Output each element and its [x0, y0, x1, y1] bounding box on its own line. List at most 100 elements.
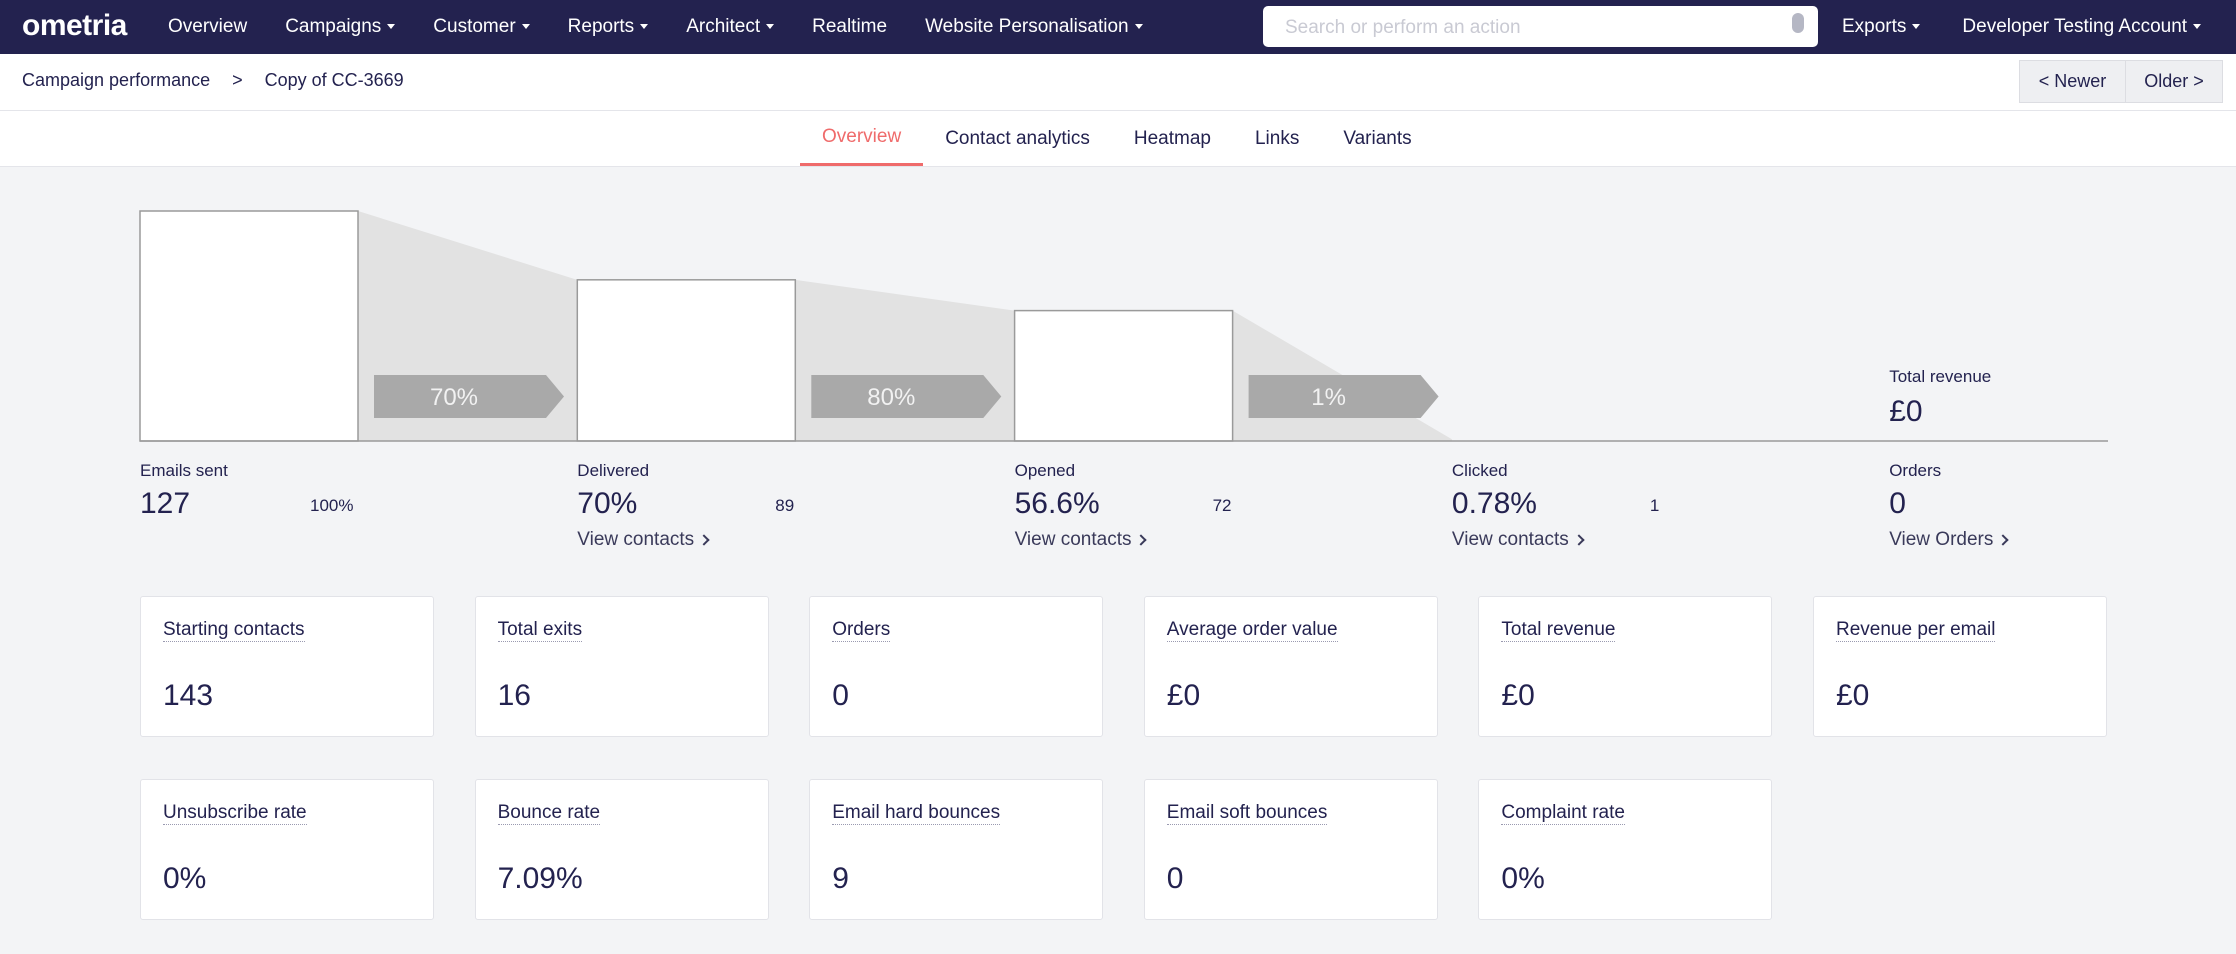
nav-item[interactable]: Website Personalisation — [925, 16, 1143, 38]
metric-label[interactable]: Bounce rate — [497, 802, 601, 825]
tab[interactable]: Overview — [800, 111, 924, 166]
funnel: 70% 80% 1% — [139, 210, 2108, 442]
breadcrumb-bar: Campaign performance > Copy of CC-3669 <… — [0, 54, 2236, 111]
metric-card: Average order value £0 — [1143, 596, 1438, 737]
stage-label: Emails sent — [140, 461, 228, 480]
link-text: View contacts — [1451, 529, 1569, 550]
nav-label: Customer — [433, 16, 516, 37]
search-box[interactable]: Search or perform an action — [1263, 6, 1818, 47]
stage-label: Clicked — [1451, 461, 1508, 480]
metric-value: 9 — [832, 862, 849, 895]
caret-icon — [1912, 24, 1921, 30]
metric-value: 0 — [832, 679, 849, 712]
metric-card: Unsubscribe rate 0% — [140, 779, 434, 920]
view-contacts-link[interactable]: View contacts — [577, 529, 710, 551]
nav-label: Reports — [567, 16, 635, 37]
metric-label[interactable]: Unsubscribe rate — [163, 802, 307, 825]
older-button[interactable]: Older > — [2125, 60, 2223, 103]
logo[interactable]: ometria — [22, 9, 127, 42]
metric-value: 0 — [1166, 862, 1184, 895]
breadcrumb: Campaign performance > Copy of CC-3669 — [22, 70, 404, 91]
nav-item[interactable]: Exports — [1842, 16, 1921, 38]
conversion-rate: 80% — [867, 384, 915, 411]
metric-label[interactable]: Total revenue — [1501, 619, 1616, 642]
nav-right: Exports Developer Testing Account — [1842, 0, 2202, 54]
breadcrumb-current: Copy of CC-3669 — [264, 70, 404, 90]
metric-value: 7.09% — [497, 862, 583, 895]
nav-item[interactable]: Developer Testing Account — [1962, 16, 2202, 38]
search-placeholder: Search or perform an action — [1285, 17, 1521, 38]
metric-value: £0 — [1166, 679, 1201, 712]
funnel-bar — [139, 210, 359, 442]
link-text: View contacts — [1014, 529, 1132, 550]
caret-icon — [1134, 24, 1143, 30]
metric-label[interactable]: Complaint rate — [1501, 802, 1625, 825]
metric-value: 0% — [163, 862, 207, 895]
metric-label[interactable]: Revenue per email — [1836, 619, 1996, 642]
metric-card: Revenue per email £0 — [1813, 596, 2107, 737]
conversion-arrow — [1248, 375, 1439, 418]
nav-item[interactable]: Overview — [168, 16, 247, 38]
breadcrumb-link[interactable]: Campaign performance — [22, 70, 211, 90]
chevron-icon — [1135, 534, 1148, 546]
stage-side: 89 — [775, 496, 795, 515]
metric-card: Complaint rate 0% — [1478, 779, 1773, 920]
nav-item[interactable]: Reports — [568, 16, 649, 38]
tab[interactable]: Heatmap — [1133, 127, 1211, 149]
metric-card: Starting contacts 143 — [140, 596, 434, 737]
funnel-bar — [1013, 309, 1234, 442]
nav-item[interactable]: Architect — [686, 16, 775, 38]
view-contacts-link[interactable]: View contacts — [1014, 529, 1148, 551]
metric-label[interactable]: Total exits — [497, 619, 583, 642]
stage-main: 56.6% — [1014, 487, 1100, 520]
chevron-icon — [698, 534, 710, 546]
metric-label[interactable]: Email soft bounces — [1166, 802, 1328, 825]
metric-label[interactable]: Average order value — [1166, 619, 1338, 642]
metric-value: 143 — [163, 679, 214, 712]
nav-label: Architect — [686, 16, 761, 37]
caret-icon — [521, 24, 530, 30]
tab[interactable]: Variants — [1343, 127, 1412, 149]
nav-label: Overview — [168, 16, 248, 37]
mic-icon[interactable] — [1792, 13, 1804, 33]
orders-label: Orders — [1889, 461, 1942, 480]
link-text: View Orders — [1889, 529, 1994, 550]
stage-main: 70% — [577, 487, 638, 520]
nav-label: Website Personalisation — [925, 16, 1129, 37]
breadcrumb-separator: > — [232, 70, 243, 90]
metric-value: £0 — [1501, 679, 1535, 712]
caret-icon — [766, 24, 775, 30]
stage-side: 100% — [310, 496, 354, 515]
nav-item[interactable]: Campaigns — [285, 16, 396, 38]
metric-card: Orders 0 — [809, 596, 1104, 737]
conversion-rate: 70% — [430, 384, 478, 411]
caret-icon — [640, 24, 649, 30]
view-contacts-link[interactable]: View contacts — [1451, 529, 1585, 551]
caret-icon — [2193, 24, 2202, 30]
nav-item[interactable]: Customer — [433, 16, 530, 38]
metric-card: Bounce rate 7.09% — [474, 779, 769, 920]
revenue-label: Total revenue — [1889, 367, 1992, 386]
metric-card: Email soft bounces 0 — [1143, 779, 1438, 920]
tab[interactable]: Links — [1254, 127, 1300, 149]
link-text: View contacts — [577, 529, 695, 550]
metric-label[interactable]: Orders — [832, 619, 891, 642]
nav-label: Realtime — [812, 16, 888, 37]
nav-label: Campaigns — [285, 16, 382, 37]
metric-label[interactable]: Starting contacts — [163, 619, 305, 642]
nav-items: Overview Campaigns Customer Reports Architec… — [168, 0, 1143, 54]
conversion-arrow — [811, 375, 1002, 418]
view-orders-link[interactable]: View Orders — [1889, 529, 2010, 551]
tab[interactable]: Contact analytics — [945, 127, 1090, 149]
stage-label: Opened — [1014, 461, 1076, 480]
metric-label[interactable]: Email hard bounces — [832, 802, 1001, 825]
chevron-icon — [1573, 534, 1585, 546]
tab-bar: Overview Contact analytics Heatmap Links Var… — [0, 111, 2236, 167]
metric-value: 16 — [497, 679, 531, 712]
metric-card: Email hard bounces 9 — [809, 779, 1104, 920]
metric-card: Total revenue £0 — [1478, 596, 1773, 737]
newer-button[interactable]: < Newer — [2019, 60, 2126, 103]
nav-item[interactable]: Realtime — [812, 16, 887, 38]
top-nav: ometria Overview Campaigns Customer Reports… — [0, 0, 2236, 54]
